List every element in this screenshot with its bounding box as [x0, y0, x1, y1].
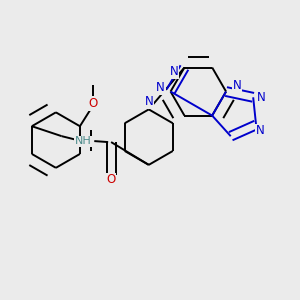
Text: N: N [156, 81, 165, 94]
Text: N: N [257, 91, 266, 104]
Text: O: O [106, 173, 116, 186]
Text: O: O [88, 97, 98, 110]
Text: N: N [232, 79, 241, 92]
Text: NH: NH [75, 136, 92, 146]
Text: N: N [170, 65, 179, 78]
Text: N: N [256, 124, 264, 137]
Text: N: N [144, 95, 153, 108]
